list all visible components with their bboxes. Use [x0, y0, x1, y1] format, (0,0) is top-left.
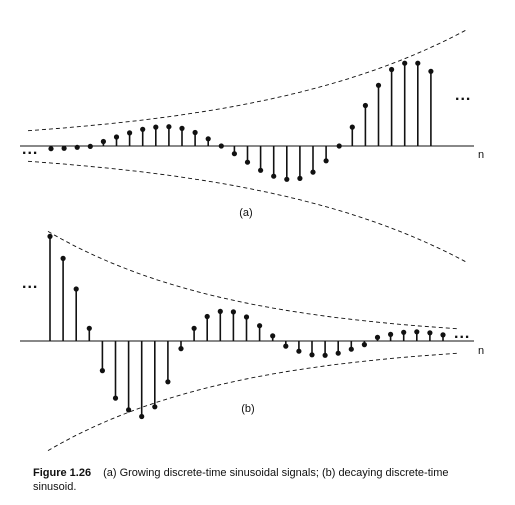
- figure-caption: Figure 1.26 (a) Growing discrete-time sin…: [33, 466, 473, 494]
- panel-b-sample-point: [401, 329, 407, 335]
- panel-a-sample-point: [166, 124, 172, 130]
- panel-a-sample-point: [231, 151, 237, 157]
- panel-a-sample-point: [258, 167, 264, 173]
- panel-a-sample-point: [310, 169, 316, 175]
- panel-a-sample-point: [402, 60, 408, 66]
- panel-b-sample-point: [427, 330, 433, 336]
- panel-b-sample-point: [388, 331, 394, 337]
- panel-b-sample-point: [243, 314, 250, 320]
- panel-a-sample-point: [87, 143, 93, 149]
- panel-a-sample-point: [61, 145, 67, 151]
- panel-a-sample-point: [205, 136, 211, 142]
- panel-a-sample-point: [297, 175, 303, 181]
- panel-b-n-label: n: [478, 345, 484, 357]
- panel-b-sample-point: [165, 379, 171, 385]
- panel-b-sample-point: [152, 404, 158, 410]
- panel-b-sample-point: [178, 346, 184, 352]
- panel-a-upper-envelope: [27, 28, 469, 132]
- caption-text: (a) Growing discrete-time sinusoidal sig…: [33, 467, 449, 493]
- panel-b-sample-point: [309, 352, 315, 358]
- panel-b-sample-point: [440, 332, 446, 338]
- panel-a-n-label: n: [478, 149, 484, 161]
- panel-b-plot: ... ... n (b): [20, 231, 484, 451]
- panel-b-sample-point: [99, 368, 105, 374]
- panel-b-sample-point: [414, 329, 420, 335]
- panel-a-sample-point: [375, 82, 382, 88]
- panel-a-right-ellipsis: ...: [455, 87, 471, 104]
- figure-number: Figure 1.26: [33, 467, 92, 479]
- panel-b-sample-point: [217, 308, 223, 314]
- panel-b-sample-point: [361, 342, 367, 348]
- panel-a-sample-point: [113, 134, 120, 140]
- panel-b-sample-point: [257, 323, 263, 329]
- panel-b-sample-point: [60, 255, 66, 261]
- panel-a-sample-point: [74, 144, 80, 150]
- panel-a-label: (a): [239, 207, 252, 219]
- panel-b-sample-point: [112, 395, 119, 401]
- panel-a-sample-point: [218, 143, 224, 149]
- panel-b-sample-point: [230, 309, 236, 315]
- panel-b-sample-point: [270, 333, 276, 339]
- panel-a-sample-point: [48, 146, 54, 152]
- panel-b-sample-point: [322, 352, 328, 358]
- panel-a-sample-point: [323, 158, 329, 164]
- panel-a-sample-point: [140, 126, 146, 132]
- panel-a-sample-point: [244, 159, 251, 165]
- panel-b-right-ellipsis: ...: [454, 325, 470, 342]
- panel-b-sample-point: [335, 350, 341, 356]
- panel-a-sample-point: [271, 173, 277, 179]
- panel-b-label: (b): [241, 403, 254, 415]
- panel-a-sample-point: [192, 129, 198, 136]
- panel-a-sample-point: [179, 125, 185, 131]
- panel-b-sample-point: [126, 407, 132, 413]
- panel-b-sample-point: [283, 343, 289, 349]
- panel-b-upper-envelope: [47, 231, 459, 330]
- panel-b-sample-point: [139, 413, 145, 420]
- panel-a-sample-point: [415, 60, 421, 66]
- panel-a-sample-point: [127, 130, 133, 136]
- panel-b-sample-point: [86, 325, 92, 331]
- panel-a-sample-point: [153, 124, 159, 130]
- panel-a-sample-point: [389, 66, 395, 73]
- panel-b-sample-point: [73, 286, 79, 292]
- panel-b-lower-envelope: [47, 352, 459, 451]
- panel-a-left-ellipsis: ...: [22, 141, 38, 158]
- panel-a-sample-point: [428, 68, 434, 74]
- panel-a-sample-point: [362, 102, 368, 109]
- figure-canvas: ... ... n (a) ... ... n (b): [20, 28, 484, 451]
- panel-b-sample-point: [296, 348, 302, 354]
- panel-b-sample-point: [191, 325, 197, 331]
- panel-b-sample-point: [348, 346, 354, 352]
- panel-b-left-ellipsis: ...: [22, 275, 38, 292]
- panel-a-sample-point: [336, 143, 342, 149]
- panel-a-lower-envelope: [27, 160, 469, 264]
- panel-b-sample-point: [374, 334, 381, 340]
- panel-a-sample-point: [284, 176, 290, 182]
- panel-a-sample-point: [349, 124, 355, 130]
- panel-b-sample-point: [47, 233, 53, 239]
- panel-a-plot: ... ... n (a): [20, 28, 484, 264]
- panel-a-sample-point: [100, 138, 106, 145]
- panel-b-sample-point: [204, 313, 210, 320]
